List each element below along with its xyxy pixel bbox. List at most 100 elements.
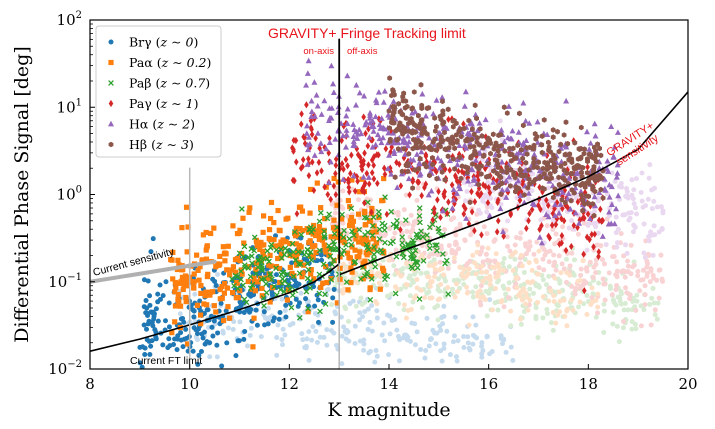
data-point bbox=[369, 232, 376, 239]
data-point bbox=[346, 188, 352, 196]
data-point bbox=[312, 243, 318, 249]
data-point bbox=[270, 318, 276, 324]
data-point bbox=[285, 215, 291, 221]
limit-lines bbox=[90, 38, 688, 369]
data-point bbox=[501, 138, 508, 145]
data-point bbox=[204, 339, 210, 345]
data-point bbox=[519, 147, 524, 153]
faded-point bbox=[526, 196, 532, 202]
data-point bbox=[139, 364, 145, 369]
faded-point bbox=[389, 318, 395, 324]
faded-point bbox=[461, 334, 467, 340]
data-point bbox=[524, 224, 529, 232]
data-point bbox=[461, 103, 468, 109]
data-point bbox=[595, 141, 600, 147]
faded-point bbox=[519, 263, 525, 269]
faded-point bbox=[583, 266, 589, 272]
data-point bbox=[218, 300, 224, 306]
faded-point bbox=[343, 306, 349, 312]
data-point bbox=[449, 134, 455, 140]
faded-point bbox=[541, 201, 547, 207]
data-point bbox=[525, 185, 531, 191]
faded-point bbox=[461, 344, 467, 350]
data-point bbox=[438, 134, 444, 140]
data-point bbox=[247, 205, 253, 211]
data-point bbox=[254, 322, 260, 328]
faded-point bbox=[480, 294, 486, 300]
faded-point bbox=[622, 212, 628, 218]
data-point bbox=[293, 280, 299, 286]
faded-point bbox=[558, 270, 564, 276]
data-point bbox=[454, 161, 461, 168]
x-axis-label: K magnitude bbox=[327, 399, 450, 421]
faded-point bbox=[339, 280, 345, 286]
data-point bbox=[204, 244, 210, 250]
data-point bbox=[287, 240, 293, 247]
data-point bbox=[461, 142, 468, 148]
faded-point bbox=[464, 261, 470, 267]
data-point bbox=[177, 303, 184, 309]
faded-point bbox=[640, 267, 646, 273]
data-point bbox=[316, 290, 323, 297]
faded-point bbox=[362, 309, 368, 315]
faded-point bbox=[564, 323, 570, 329]
data-point bbox=[450, 118, 456, 124]
data-point bbox=[361, 160, 366, 168]
data-point bbox=[269, 276, 275, 283]
faded-point bbox=[426, 263, 432, 269]
data-point bbox=[349, 228, 355, 235]
data-point bbox=[422, 112, 429, 119]
faded-point bbox=[556, 253, 562, 259]
data-point bbox=[606, 181, 613, 188]
data-point bbox=[523, 160, 529, 166]
data-point bbox=[561, 217, 567, 225]
data-point bbox=[599, 233, 606, 239]
faded-point bbox=[313, 328, 319, 334]
data-point bbox=[403, 115, 409, 121]
data-point bbox=[307, 253, 314, 259]
data-point bbox=[147, 293, 153, 299]
data-point bbox=[352, 247, 358, 253]
faded-point bbox=[470, 294, 476, 300]
faded-point bbox=[627, 215, 633, 221]
data-point bbox=[508, 183, 513, 189]
data-point bbox=[196, 352, 202, 358]
data-point bbox=[442, 129, 447, 136]
data-point bbox=[416, 112, 421, 119]
faded-point bbox=[432, 305, 438, 311]
faded-point bbox=[411, 271, 417, 277]
data-point bbox=[141, 277, 147, 283]
data-point bbox=[245, 265, 252, 271]
faded-point bbox=[430, 251, 436, 257]
data-point bbox=[327, 158, 334, 165]
data-point bbox=[211, 303, 217, 309]
data-point bbox=[314, 130, 321, 136]
data-point bbox=[520, 99, 527, 106]
data-point bbox=[290, 253, 296, 259]
data-point bbox=[300, 227, 306, 234]
data-point bbox=[170, 276, 176, 282]
data-point bbox=[344, 72, 351, 79]
data-point bbox=[442, 260, 448, 267]
data-point bbox=[534, 133, 540, 140]
data-point bbox=[508, 209, 513, 218]
data-point bbox=[590, 201, 596, 207]
data-point bbox=[380, 268, 387, 274]
data-point bbox=[605, 168, 612, 174]
data-point bbox=[443, 146, 449, 153]
faded-point bbox=[501, 255, 507, 261]
data-point bbox=[569, 187, 575, 193]
data-point bbox=[317, 235, 323, 241]
data-point bbox=[183, 298, 189, 305]
data-point bbox=[469, 187, 474, 196]
data-point bbox=[492, 157, 498, 163]
data-point bbox=[197, 312, 204, 318]
data-point bbox=[330, 295, 336, 301]
data-point bbox=[504, 168, 510, 174]
data-point bbox=[169, 379, 174, 384]
faded-point bbox=[461, 266, 467, 272]
faded-point bbox=[470, 332, 476, 338]
data-point bbox=[605, 220, 612, 227]
data-point bbox=[346, 223, 353, 229]
data-point bbox=[562, 177, 568, 183]
